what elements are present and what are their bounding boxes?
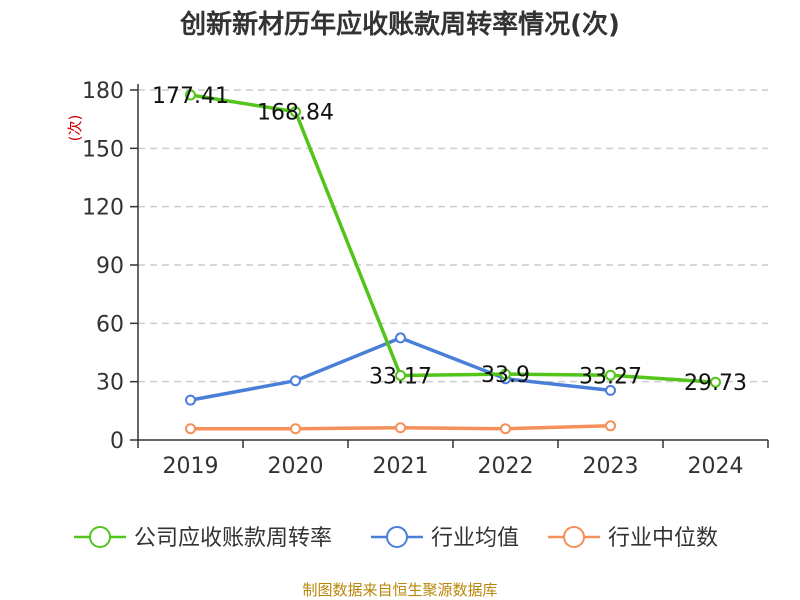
x-tick-label: 2022	[478, 454, 534, 479]
legend-label: 行业均值	[431, 526, 519, 551]
data-point[interactable]	[395, 422, 406, 434]
data-point[interactable]	[500, 368, 511, 380]
data-point[interactable]	[395, 332, 406, 344]
x-tick-label: 2020	[268, 454, 324, 479]
y-tick-label: 120	[82, 196, 124, 221]
y-tick-label: 60	[96, 312, 124, 337]
data-point[interactable]	[185, 394, 196, 406]
data-point[interactable]	[185, 423, 196, 435]
data-label: 33.27	[579, 364, 642, 389]
gridlines	[138, 89, 768, 383]
x-tick-label: 2023	[583, 454, 639, 479]
data-labels: 177.41 168.84 33.17 33.9 33.27 29.73	[152, 84, 747, 396]
legend-marker	[89, 526, 111, 548]
data-label: 29.73	[684, 371, 747, 396]
legend-marker	[386, 526, 408, 548]
legend[interactable]: 公司应收账款周转率 行业均值 行业中位数	[74, 526, 718, 551]
data-point[interactable]	[290, 375, 301, 387]
data-label: 168.84	[257, 101, 334, 126]
legend-item-2[interactable]: 行业均值	[371, 526, 519, 551]
legend-label: 行业中位数	[608, 526, 718, 551]
y-tick-label: 150	[82, 137, 124, 162]
data-point[interactable]	[395, 370, 406, 382]
y-axis-label: (次)	[66, 115, 84, 142]
data-point[interactable]	[290, 423, 301, 435]
y-tick-label: 180	[82, 79, 124, 104]
data-point[interactable]	[185, 89, 196, 101]
data-point[interactable]	[290, 106, 301, 118]
data-label: 33.9	[481, 363, 530, 388]
legend-label: 公司应收账款周转率	[134, 526, 332, 551]
data-point[interactable]	[605, 420, 616, 432]
data-point[interactable]	[605, 384, 616, 396]
data-point[interactable]	[500, 423, 511, 435]
data-point[interactable]	[710, 376, 721, 388]
x-tick-label: 2019	[163, 454, 219, 479]
legend-marker	[563, 526, 585, 548]
y-tick-label: 90	[96, 254, 124, 279]
source-note: 制图数据来自恒生聚源数据库	[302, 581, 497, 599]
chart-title: 创新新材历年应收账款周转率情况(次)	[179, 9, 620, 40]
legend-item-3[interactable]: 行业中位数	[548, 526, 718, 551]
axes: 0 30 60 90 120 150 180 2019 2020 2021 2022 2023 2024	[82, 79, 769, 479]
x-tick-label: 2021	[373, 454, 429, 479]
data-label: 177.41	[152, 84, 229, 109]
series-layer	[185, 89, 721, 435]
y-tick-label: 30	[96, 371, 124, 396]
y-tick-label: 0	[110, 429, 124, 454]
data-label: 33.17	[369, 365, 432, 390]
x-tick-label: 2024	[688, 454, 744, 479]
series-2	[185, 332, 616, 406]
series-line	[190, 93, 716, 384]
series-3	[185, 420, 616, 435]
data-point[interactable]	[605, 369, 616, 381]
series-1	[185, 89, 721, 388]
legend-item-1[interactable]: 公司应收账款周转率	[74, 526, 332, 551]
